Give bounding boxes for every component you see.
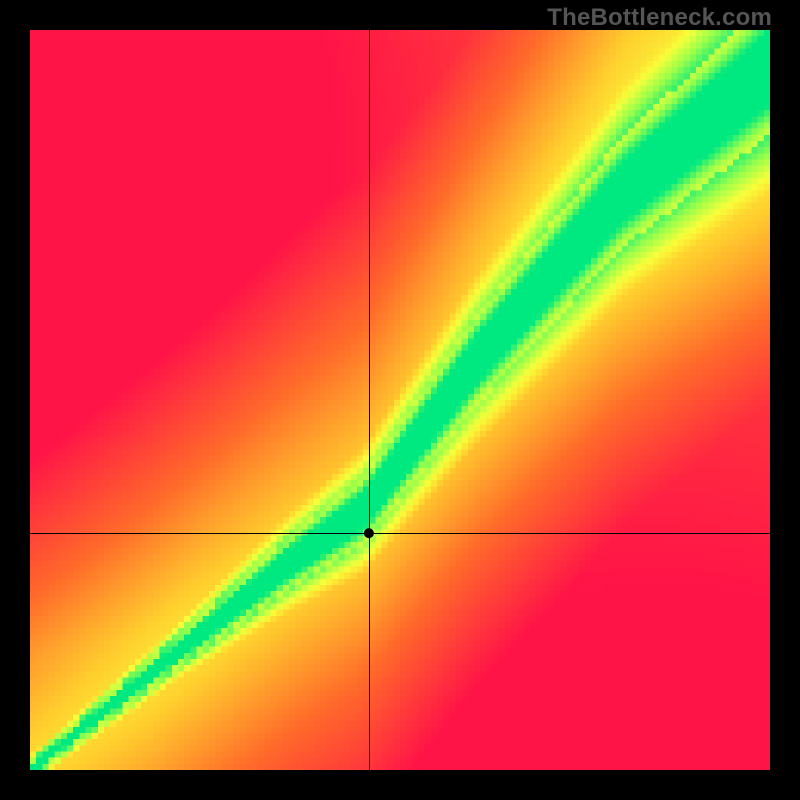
- chart-wrapper: TheBottleneck.com: [0, 0, 800, 800]
- overlay-canvas: [30, 30, 770, 770]
- watermark-text: TheBottleneck.com: [547, 4, 772, 32]
